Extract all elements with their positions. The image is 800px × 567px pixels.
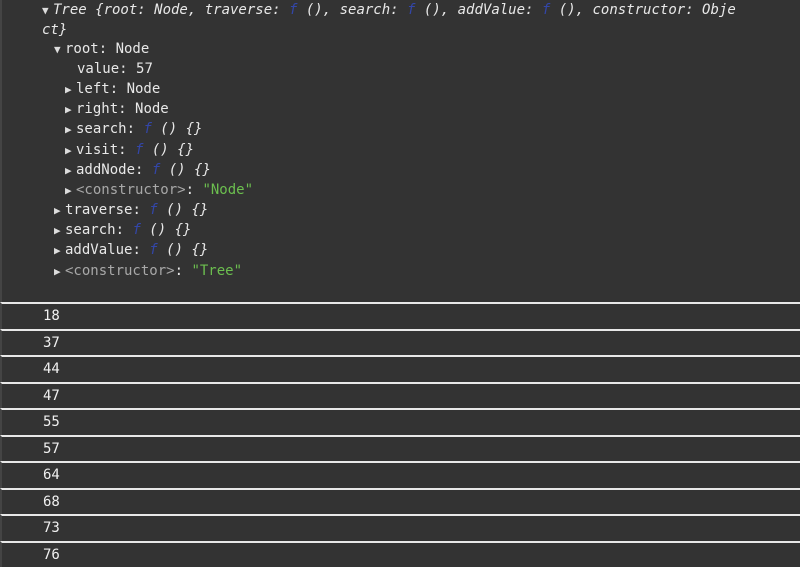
property-fn[interactable]: ▶ search: f () {}	[54, 220, 191, 240]
property-key: traverse	[65, 202, 133, 218]
collapsed-triangle-icon[interactable]: ▶	[65, 123, 72, 137]
collapsed-triangle-icon[interactable]: ▶	[65, 163, 72, 177]
function-icon: f	[149, 202, 158, 218]
property-key: visit	[76, 141, 119, 158]
log-row: 68	[0, 487, 800, 514]
function-icon: f	[151, 161, 161, 178]
collapsed-triangle-icon[interactable]: ▶	[54, 204, 61, 217]
property-fn[interactable]: ▶ visit: f () {}	[65, 140, 194, 160]
property-value: () {}	[157, 202, 209, 218]
collapsed-triangle-icon[interactable]: ▶	[54, 224, 61, 238]
collapsed-triangle-icon[interactable]: ▶	[65, 184, 72, 197]
tree-summary[interactable]: ▼ Tree {root: Node, traverse: f (), searc…	[42, 0, 736, 20]
property-fn[interactable]: ▶ addNode: f () {}	[65, 160, 211, 180]
property-key: search	[76, 121, 127, 138]
property-value: () {}	[151, 121, 203, 138]
property-key: <constructor>	[76, 182, 186, 198]
property-key: left	[76, 81, 110, 97]
property-value: "Tree"	[191, 262, 243, 279]
property-value: () {}	[157, 242, 209, 259]
tree-summary-wrap: ct}	[42, 22, 68, 38]
property-value: () {}	[140, 222, 192, 239]
function-icon: f	[135, 141, 144, 158]
expanded-triangle-icon[interactable]: ▼	[42, 4, 49, 17]
function-icon: f	[132, 222, 141, 239]
property-key: search	[65, 222, 116, 239]
log-row: 37	[0, 328, 800, 355]
value-property: value: 57	[77, 61, 153, 77]
property-key: addNode	[76, 161, 136, 178]
property-obj[interactable]: ▶ right: Node	[65, 99, 169, 119]
property-key: <constructor>	[65, 262, 175, 279]
log-row: 57	[0, 434, 800, 461]
log-row: 18	[0, 302, 800, 329]
property-key: right	[76, 101, 119, 118]
collapsed-triangle-icon[interactable]: ▶	[65, 143, 72, 157]
expanded-triangle-icon[interactable]: ▼	[54, 43, 61, 56]
property-value: () {}	[160, 161, 211, 178]
log-row: 76	[0, 540, 800, 567]
log-row: 64	[0, 461, 800, 488]
output-list: 18 37 44 47 55 57 64 68 73 76	[0, 302, 800, 567]
log-row: 47	[0, 381, 800, 408]
collapsed-triangle-icon[interactable]: ▶	[54, 264, 61, 278]
property-value: Node	[126, 81, 161, 97]
property-fn[interactable]: ▶ addValue: f () {}	[54, 240, 208, 260]
property-obj[interactable]: ▶ left: Node	[65, 79, 160, 99]
log-row: 44	[0, 355, 800, 382]
log-row: 55	[0, 408, 800, 435]
property-key: addValue	[65, 242, 133, 259]
function-icon: f	[143, 121, 152, 138]
property-value: () {}	[143, 141, 195, 158]
log-row: 73	[0, 514, 800, 541]
console-object-tree: ▼ Tree {root: Node, traverse: f (), searc…	[0, 0, 736, 302]
collapsed-triangle-icon[interactable]: ▶	[65, 83, 72, 96]
property-fn[interactable]: ▶ traverse: f () {}	[54, 200, 208, 220]
collapsed-triangle-icon[interactable]: ▶	[54, 244, 61, 258]
property-value: Node	[135, 101, 169, 118]
property-ctor[interactable]: ▶ <constructor>: "Node"	[65, 180, 253, 200]
function-icon: f	[149, 242, 158, 259]
collapsed-triangle-icon[interactable]: ▶	[65, 103, 72, 117]
root-property[interactable]: ▼ root: Node	[54, 39, 149, 59]
property-value: "Node"	[202, 182, 254, 198]
property-fn[interactable]: ▶ search: f () {}	[65, 119, 202, 139]
property-ctor[interactable]: ▶ <constructor>: "Tree"	[54, 261, 242, 281]
